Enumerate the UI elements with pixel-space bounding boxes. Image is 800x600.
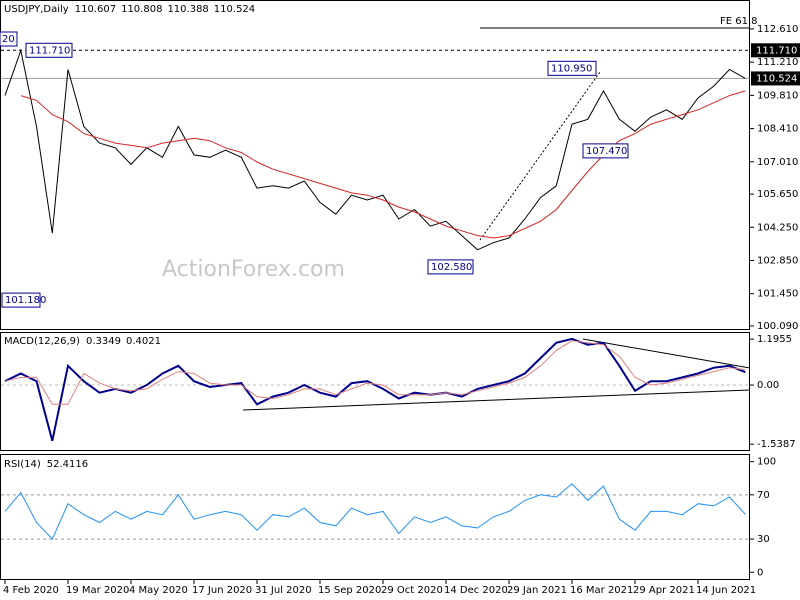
macd-trend-line — [582, 338, 751, 369]
annotation-box — [1, 292, 41, 308]
y-tick-label: 70 — [757, 490, 770, 501]
annotation-box — [547, 60, 597, 76]
x-tick-label: 29 Apr 2021 — [633, 585, 695, 596]
panel-title: MACD(12,26,9) — [4, 336, 80, 347]
y-tick-label: 111.210 — [757, 57, 798, 68]
panel-reading: 52.4116 — [47, 459, 88, 470]
annotation-label: 111.710 — [29, 45, 70, 56]
y-tick-label: 100.090 — [757, 321, 798, 332]
annotation-label: 101.180 — [5, 295, 46, 306]
panel-reading: 110.808 — [121, 4, 162, 15]
macd-trend-line — [242, 389, 751, 411]
macd-panel — [0, 332, 750, 451]
y-tick-label: 104.250 — [757, 222, 798, 233]
trend-line — [479, 71, 601, 241]
y-tick-label: 100 — [757, 457, 776, 468]
series-line — [20, 90, 746, 239]
x-tick-label: 29 Oct 2020 — [381, 585, 443, 596]
y-tick-label: 112.610 — [757, 24, 798, 35]
series-line — [4, 340, 746, 405]
fe-label: FE 61.8 — [720, 16, 758, 27]
annotation-label: 107.470 — [586, 146, 627, 157]
y-tick-label: 0 — [757, 567, 763, 578]
annotation-label: 102.580 — [431, 262, 472, 273]
x-tick-label: 14 Dec 2020 — [444, 585, 508, 596]
rsi-panel — [0, 454, 750, 580]
panel-title: USDJPY,Daily — [4, 4, 69, 15]
y-tick-label: 1.1955 — [757, 334, 792, 345]
x-tick-label: 4 May 2020 — [129, 585, 188, 596]
annotation-label: 110.950 — [551, 63, 592, 74]
y-tick-label: 108.410 — [757, 124, 798, 135]
y-tick-label: 102.850 — [757, 255, 798, 266]
y-tick-label: 105.650 — [757, 189, 798, 200]
price-label: 111.710 — [756, 45, 797, 56]
panel-reading: 110.524 — [214, 4, 255, 15]
x-tick-label: 4 Feb 2020 — [3, 585, 59, 596]
annotation-label: 20 — [2, 34, 15, 45]
annotation-box — [0, 31, 18, 47]
annotation-box — [427, 259, 474, 275]
series-line — [4, 337, 746, 442]
panel-title: RSI(14) — [4, 459, 41, 470]
x-tick-label: 16 Mar 2021 — [570, 585, 633, 596]
price-label: 110.524 — [756, 73, 797, 84]
series-line — [4, 483, 746, 540]
y-tick-label: 30 — [757, 534, 770, 545]
x-tick-label: 17 Jun 2020 — [192, 585, 252, 596]
watermark: ActionForex.com — [162, 257, 345, 282]
y-tick-label: 101.450 — [757, 289, 798, 300]
x-tick-label: 14 Jun 2021 — [696, 585, 756, 596]
y-tick-label: 109.810 — [757, 90, 798, 101]
annotation-box — [582, 143, 629, 159]
x-tick-label: 19 Mar 2020 — [66, 585, 129, 596]
x-tick-label: 29 Jan 2021 — [507, 585, 567, 596]
panel-reading: 110.388 — [167, 4, 208, 15]
x-tick-label: 31 Jul 2020 — [255, 585, 312, 596]
panel-reading: 110.607 — [75, 4, 116, 15]
y-tick-label: 107.010 — [757, 157, 798, 168]
price-label-box — [751, 71, 800, 86]
panel-reading: 0.3349 — [86, 336, 121, 347]
y-tick-label: 0.00 — [757, 380, 779, 391]
annotation-box — [25, 42, 73, 58]
panel-reading: 0.4021 — [126, 336, 161, 347]
price-label-box — [751, 43, 800, 58]
price-panel — [0, 0, 750, 330]
x-tick-label: 15 Sep 2020 — [318, 585, 381, 596]
y-tick-label: -1.5387 — [757, 439, 796, 450]
